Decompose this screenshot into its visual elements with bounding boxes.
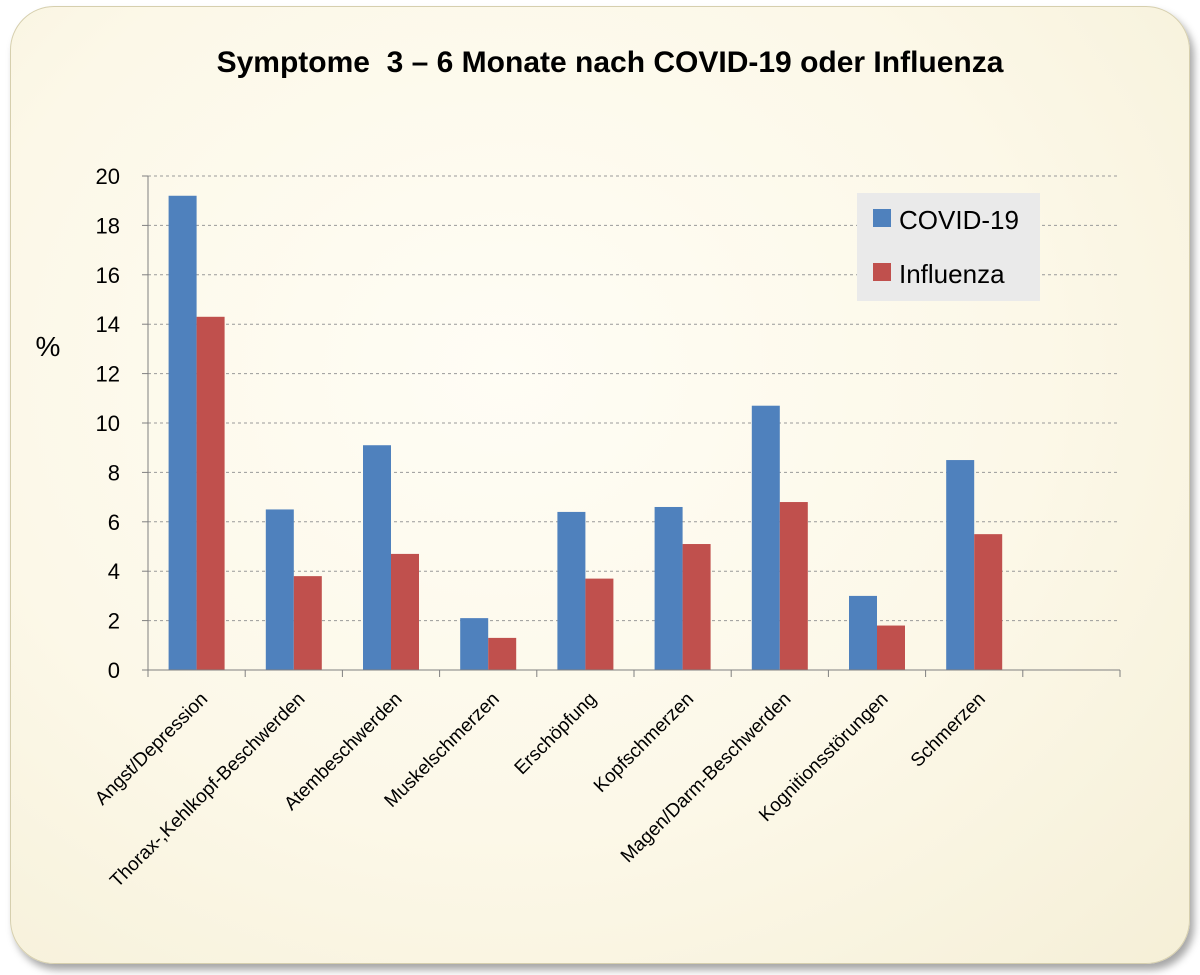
bar-influenza: [974, 534, 1003, 670]
x-tick-label: Thorax-,Kehlkopf-Beschwerden: [106, 689, 309, 892]
y-tick-label: 20: [96, 164, 120, 189]
bar-covid: [946, 460, 975, 670]
y-tick-label: 12: [96, 362, 120, 387]
bar-influenza: [488, 637, 517, 670]
y-tick-labels: 0 2 4 6 8 10 12 14 16 18 20: [96, 164, 148, 683]
y-tick-label: 6: [108, 510, 120, 535]
x-tick-label: Magen/Darm-Beschwerden: [617, 689, 795, 867]
y-tick-label: 2: [108, 609, 120, 634]
legend: COVID-19 Influenza: [857, 193, 1040, 301]
bar-influenza: [682, 544, 711, 670]
bar-covid: [557, 511, 586, 670]
bar-covid: [265, 509, 294, 670]
y-tick-label: 18: [96, 213, 120, 238]
bar-influenza: [391, 553, 419, 670]
bar-influenza: [877, 625, 905, 670]
bars: [168, 195, 1003, 670]
bar-influenza: [293, 576, 322, 670]
legend-swatch-covid: [873, 209, 891, 227]
x-tick-labels: Angst/DepressionThorax-,Kehlkopf-Beschwe…: [91, 689, 989, 892]
y-tick-label: 0: [108, 658, 120, 683]
y-tick-label: 10: [96, 411, 120, 436]
legend-label-influenza: Influenza: [899, 259, 1005, 289]
bar-influenza: [779, 502, 808, 670]
y-axis-label: %: [36, 331, 61, 362]
bar-covid: [460, 618, 489, 670]
y-tick-label: 8: [108, 460, 120, 485]
x-tick-label: Schmerzen: [907, 689, 990, 772]
y-tick-label: 16: [96, 263, 120, 288]
y-tick-label: 4: [108, 559, 120, 584]
x-tick-label: Erschöpfung: [511, 689, 601, 779]
chart-title: Symptome 3 – 6 Monate nach COVID-19 oder…: [217, 46, 1004, 79]
legend-swatch-influenza: [873, 263, 891, 281]
bar-covid: [363, 445, 391, 670]
bar-covid: [168, 195, 197, 670]
bar-influenza: [196, 316, 225, 670]
bar-covid: [751, 405, 780, 670]
bar-covid: [654, 506, 683, 670]
legend-label-covid: COVID-19: [899, 205, 1019, 235]
bar-covid: [849, 595, 877, 670]
bar-influenza: [585, 578, 614, 670]
y-tick-label: 14: [96, 312, 120, 337]
x-tick-label: Kopfschmerzen: [590, 689, 698, 797]
